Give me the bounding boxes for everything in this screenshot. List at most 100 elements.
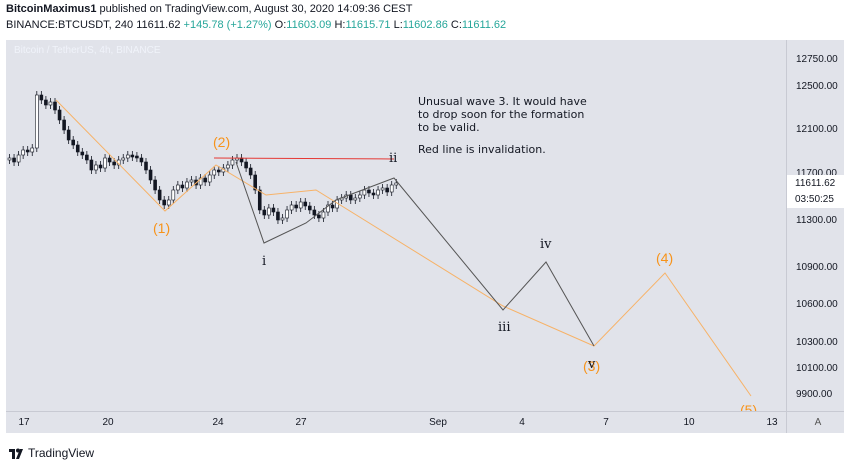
candle-body — [380, 187, 385, 191]
tradingview-logo-icon[interactable] — [8, 446, 24, 460]
orange-wave-path — [55, 99, 752, 397]
candles-group — [7, 91, 399, 224]
candle-body — [130, 154, 135, 158]
annotation-note[interactable]: Unusual wave 3. It would have to drop so… — [418, 95, 587, 134]
candle-body — [248, 167, 253, 176]
ohlc-line: BINANCE:BTCUSDT, 240 11611.62 +145.78 (+… — [6, 19, 506, 31]
candle-body — [203, 177, 207, 183]
candle-body — [112, 161, 116, 166]
low-value: 11602.86 — [402, 19, 448, 31]
wave-label-iii: iii — [498, 320, 511, 335]
wave-label-v: v — [588, 357, 596, 372]
candle-body — [53, 101, 57, 111]
candle-body — [362, 189, 367, 196]
candle-body — [376, 189, 380, 196]
candle-body — [135, 155, 139, 159]
candle-body — [207, 174, 212, 183]
candle-body — [285, 209, 289, 219]
candle-body — [189, 179, 194, 183]
candle-body — [303, 201, 308, 207]
candle-body — [139, 157, 144, 163]
published-text: published on TradingView.com, August 30,… — [99, 3, 413, 15]
candle-body — [75, 144, 80, 153]
wave-label-i: i — [262, 254, 267, 269]
open-label: O: — [274, 19, 287, 31]
candle-body — [157, 189, 162, 201]
candle-body — [262, 209, 267, 216]
candle-body — [71, 139, 75, 146]
candle-body — [94, 164, 98, 171]
candle-body — [30, 147, 35, 153]
price-tick: 10600.00 — [796, 299, 838, 310]
chart-pane[interactable]: Bitcoin / TetherUS, 4h, BINANCE Unusual … — [6, 40, 786, 418]
candle-countdown: 03:50:25 — [787, 192, 845, 208]
time-tick: 20 — [102, 417, 114, 428]
time-tick: 4 — [519, 417, 525, 428]
candle-body — [80, 151, 85, 156]
candle-body — [321, 211, 326, 219]
time-tick: Sep — [429, 417, 447, 428]
candle-body — [253, 174, 257, 191]
candle-body — [7, 157, 12, 161]
candle-body — [298, 201, 303, 209]
price-tick: 9900.00 — [796, 389, 833, 400]
close-label: C: — [450, 19, 462, 31]
high-label: H: — [334, 19, 346, 31]
candle-body — [12, 157, 16, 163]
close-value: 11611.62 — [461, 19, 507, 31]
candle-body — [39, 94, 44, 101]
candle-body — [326, 204, 330, 213]
candle-body — [180, 184, 185, 189]
footer-brand[interactable]: TradingView — [28, 446, 95, 460]
candle-body — [348, 194, 353, 201]
auto-scale-button[interactable]: A — [814, 417, 822, 428]
candle-body — [267, 207, 271, 216]
candle-body — [153, 179, 157, 191]
annotation-invalidation[interactable]: Red line is invalidation. — [418, 143, 546, 156]
candle-body — [162, 199, 166, 206]
chart-drawing — [7, 91, 752, 397]
time-axis[interactable]: 17 20 24 27 Sep 4 7 10 13 — [6, 411, 786, 433]
wave-label-2: (2) — [213, 134, 231, 150]
wave-label-1: (1) — [153, 220, 171, 236]
price-axis[interactable]: 12750.00 12500.00 12100.00 11700.00 1161… — [786, 40, 845, 411]
time-tick: 27 — [295, 417, 307, 428]
candle-body — [185, 181, 189, 189]
time-tick: 13 — [766, 417, 778, 428]
symbol-title: Bitcoin / TetherUS, 4h, BINANCE — [14, 45, 161, 56]
candle-body — [280, 217, 285, 221]
time-tick: 7 — [603, 417, 609, 428]
footer: TradingView — [0, 440, 850, 468]
candle-body — [176, 184, 180, 191]
candle-body — [212, 169, 217, 176]
candle-body — [25, 149, 30, 153]
candle-body — [330, 204, 335, 209]
price-tick: 11300.00 — [796, 215, 837, 226]
low-label: L: — [393, 19, 403, 31]
candle-body — [44, 99, 48, 106]
candle-body — [148, 169, 153, 181]
wave-label-3: (3) — [583, 358, 601, 374]
price-tick: 12500.00 — [796, 81, 838, 92]
candle-body — [294, 204, 298, 209]
open-value: 11603.09 — [286, 19, 332, 31]
candle-body — [171, 189, 176, 201]
candle-body — [276, 211, 280, 221]
candle-body — [62, 119, 66, 131]
candle-body — [394, 182, 399, 186]
candle-body — [34, 94, 39, 149]
time-tick: 17 — [18, 417, 30, 428]
candle-body — [271, 207, 276, 213]
candle-body — [307, 205, 312, 211]
candle-body — [126, 154, 130, 159]
candle-body — [358, 194, 362, 199]
candle-body — [85, 154, 89, 161]
candle-body — [353, 197, 358, 201]
candle-body — [226, 164, 230, 169]
wave-label-iv: iv — [540, 237, 552, 252]
candle-body — [257, 189, 262, 211]
author-name[interactable]: BitcoinMaximus1 — [6, 3, 97, 15]
candle-body — [230, 159, 235, 166]
candle-body — [312, 209, 317, 216]
price-tick: 12100.00 — [796, 124, 838, 135]
